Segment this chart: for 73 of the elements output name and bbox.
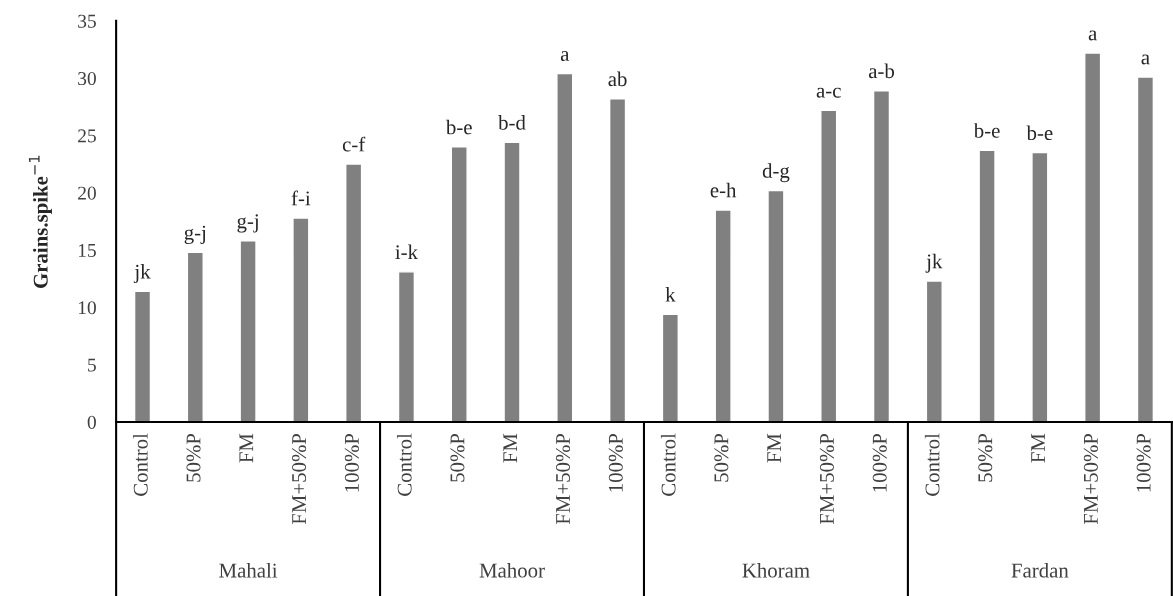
data-label: b-e: [445, 119, 472, 135]
bar: [820, 109, 838, 422]
data-label: a: [1141, 54, 1150, 65]
bar: [397, 271, 416, 422]
bar: [872, 90, 891, 422]
bar: [978, 149, 996, 422]
text: Khoram: [742, 562, 810, 578]
y-axis-title: Grains.spike$^{−1}$: [28, 155, 52, 288]
x-tick-label: FM: [239, 433, 254, 463]
data-label: ab: [608, 71, 627, 87]
data-label: jk: [133, 264, 151, 283]
x-tick-label: FM: [503, 433, 518, 463]
bar: [556, 72, 574, 422]
data-label: a-c: [816, 87, 841, 98]
x-tick-label: 50%P: [714, 433, 729, 482]
text: Fardan: [1011, 562, 1069, 578]
x-tick-label: FM+50%P: [292, 433, 307, 525]
y-tick-label: 35: [78, 14, 96, 28]
y-tick-label: 20: [78, 186, 96, 200]
text: Mahoor: [479, 562, 545, 578]
x-tick-label: FM+50%P: [1083, 433, 1098, 525]
bar: [292, 217, 310, 422]
x-tick-label: Control: [133, 433, 148, 496]
bar: [503, 141, 521, 422]
bar: [714, 209, 732, 422]
bar: [1031, 151, 1049, 422]
y-tick-label: 10: [78, 301, 96, 315]
bar: [345, 163, 363, 422]
data-label: a: [560, 51, 570, 62]
data-label: jk: [925, 253, 943, 273]
bar: [925, 280, 943, 422]
x-tick-label: FM+50%P: [819, 433, 835, 525]
text: Mahali: [219, 562, 278, 578]
y-tick-label: 0: [87, 415, 96, 429]
data-label: a: [1088, 30, 1097, 41]
x-tick-label: FM: [767, 433, 781, 463]
x-tick-label: Control: [397, 433, 412, 496]
y-tick-label: 30: [78, 71, 96, 86]
bar: [1136, 76, 1155, 422]
bar: [186, 251, 204, 422]
x-tick-label: 50%P: [186, 433, 201, 482]
x-tick-label: 50%P: [978, 433, 993, 482]
x-tick-label: 100%P: [344, 433, 359, 492]
bar: [450, 146, 468, 422]
data-label: g-j: [237, 214, 258, 233]
x-tick-label: FM: [1031, 433, 1045, 463]
data-label: f-i: [291, 190, 311, 206]
bar: [1084, 52, 1102, 422]
x-tick-label: 100%P: [872, 433, 887, 492]
bar: [767, 189, 785, 422]
data-label: b-d: [498, 115, 526, 130]
x-tick-label: Control: [660, 433, 676, 496]
data-label: d-g: [762, 163, 790, 183]
data-label: c-f: [342, 136, 366, 152]
y-tick-label: 15: [78, 243, 96, 257]
data-label: b-e: [1026, 125, 1053, 141]
x-tick-label: 100%P: [608, 433, 623, 492]
data-label: i-k: [395, 244, 419, 260]
x-tick-label: 100%P: [1136, 433, 1151, 492]
y-tick-label: 25: [78, 129, 96, 143]
x-tick-label: 50%P: [450, 433, 465, 482]
data-label: g-j: [184, 225, 206, 245]
data-label: a-b: [868, 63, 895, 79]
x-tick-label: FM+50%P: [555, 433, 571, 525]
bar: [608, 98, 627, 422]
bar: [133, 290, 152, 422]
bar: [661, 313, 679, 422]
data-label: b-e: [973, 123, 1000, 138]
x-tick-label: Control: [924, 433, 940, 496]
data-label: k: [665, 287, 676, 302]
bar: [239, 240, 257, 422]
data-label: e-h: [710, 182, 737, 198]
y-tick-label: 5: [88, 358, 96, 372]
